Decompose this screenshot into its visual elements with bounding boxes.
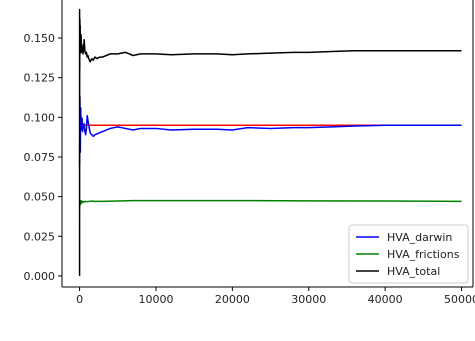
- x-tick-label: 30000: [291, 293, 326, 306]
- x-tick-label: 10000: [138, 293, 173, 306]
- series-line-HVA_darwin: [78, 95, 462, 165]
- y-tick-label: 0.150: [24, 32, 56, 45]
- legend: HVA_darwin HVA_frictions HVA_total: [348, 224, 469, 284]
- legend-label-HVA_darwin: HVA_darwin: [387, 231, 452, 244]
- y-tick-label: 0.075: [24, 151, 56, 164]
- legend-box: [348, 224, 469, 284]
- x-tick-label: 40000: [368, 293, 403, 306]
- y-tick-label: 0.050: [24, 191, 56, 204]
- y-tick-label: 0.025: [24, 230, 56, 243]
- x-tick-label: 20000: [215, 293, 250, 306]
- legend-label-HVA_frictions: HVA_frictions: [387, 248, 460, 261]
- x-tick-label: 0: [76, 293, 83, 306]
- y-tick-label: 0.125: [24, 72, 56, 85]
- y-tick-label: 0.100: [24, 111, 56, 124]
- legend-label-HVA_total: HVA_total: [387, 265, 440, 278]
- series-line-HVA_frictions: [78, 199, 462, 208]
- y-tick-label: 0.000: [24, 270, 56, 283]
- series-line-HVA_total: [78, 8, 462, 276]
- series-layer: [78, 8, 462, 276]
